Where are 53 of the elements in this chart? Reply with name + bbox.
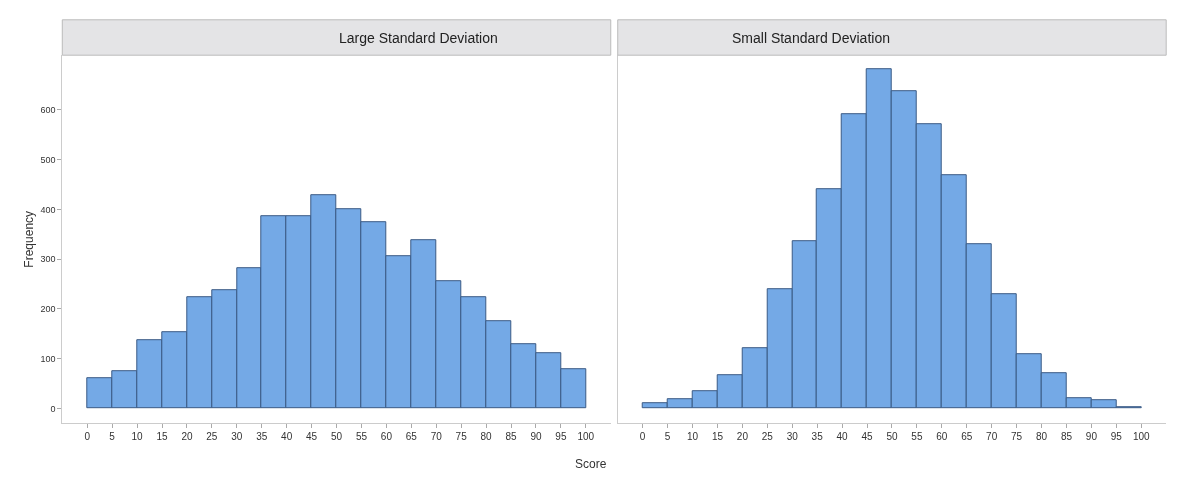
x-tick-label: 85 [505, 431, 518, 443]
x-tick-label: 35 [256, 431, 268, 443]
x-tick-label: 80 [1035, 431, 1048, 443]
x-tick-label: 60 [380, 431, 393, 443]
y-tick-label: 0 [50, 403, 56, 414]
x-tick-label: 90 [1085, 431, 1098, 443]
x-tick-label: 0 [84, 431, 91, 443]
x-tick-label: 10 [686, 431, 699, 443]
x-tick-label: 100 [577, 431, 595, 443]
x-tick-label: 65 [405, 431, 418, 443]
y-tick-label: 600 [40, 105, 56, 116]
x-tick-label: 15 [156, 431, 169, 443]
y-tick-label: 300 [40, 254, 56, 265]
x-tick-label: 10 [131, 431, 144, 443]
x-tick-label: 70 [430, 431, 443, 443]
y-tick-label: 400 [40, 204, 56, 215]
x-tick-label: 25 [761, 431, 774, 443]
x-tick-label: 0 [639, 431, 646, 443]
chart-title: Large Standard Deviation [339, 30, 498, 46]
x-tick-label: 60 [936, 431, 948, 443]
x-tick-label: 20 [736, 431, 749, 443]
y-tick-label: 100 [40, 353, 56, 364]
x-tick-label: 90 [530, 431, 542, 443]
x-tick-label: 75 [455, 431, 468, 443]
x-tick-label: 75 [1011, 431, 1023, 443]
x-tick-label: 55 [355, 431, 368, 443]
x-tick-label: 30 [786, 431, 799, 443]
y-tick-label: 200 [40, 304, 56, 315]
x-tick-label: 85 [1060, 431, 1073, 443]
x-tick-label: 40 [281, 431, 293, 443]
x-tick-label: 45 [861, 431, 874, 443]
x-axis-title: Score [575, 457, 607, 471]
x-tick-label: 20 [181, 431, 193, 443]
x-tick-label: 45 [306, 431, 318, 443]
x-tick-label: 95 [555, 431, 567, 443]
x-tick-label: 40 [836, 431, 849, 443]
x-tick-label: 95 [1110, 431, 1123, 443]
x-tick-label: 100 [1132, 431, 1151, 443]
x-tick-label: 55 [911, 431, 923, 443]
chart-title: Small Standard Deviation [732, 30, 890, 46]
x-tick-label: 80 [480, 431, 493, 443]
x-tick-label: 5 [109, 431, 116, 443]
x-tick-label: 30 [231, 431, 243, 443]
y-tick-label: 500 [40, 154, 56, 165]
x-tick-label: 50 [330, 431, 343, 443]
x-tick-label: 35 [811, 431, 824, 443]
y-axis-title: Frequency [21, 210, 36, 268]
x-tick-label: 15 [711, 431, 724, 443]
x-tick-label: 70 [986, 431, 998, 443]
x-tick-label: 50 [886, 431, 898, 443]
x-tick-label: 5 [664, 431, 671, 443]
x-tick-label: 65 [961, 431, 973, 443]
x-tick-label: 25 [206, 431, 218, 443]
